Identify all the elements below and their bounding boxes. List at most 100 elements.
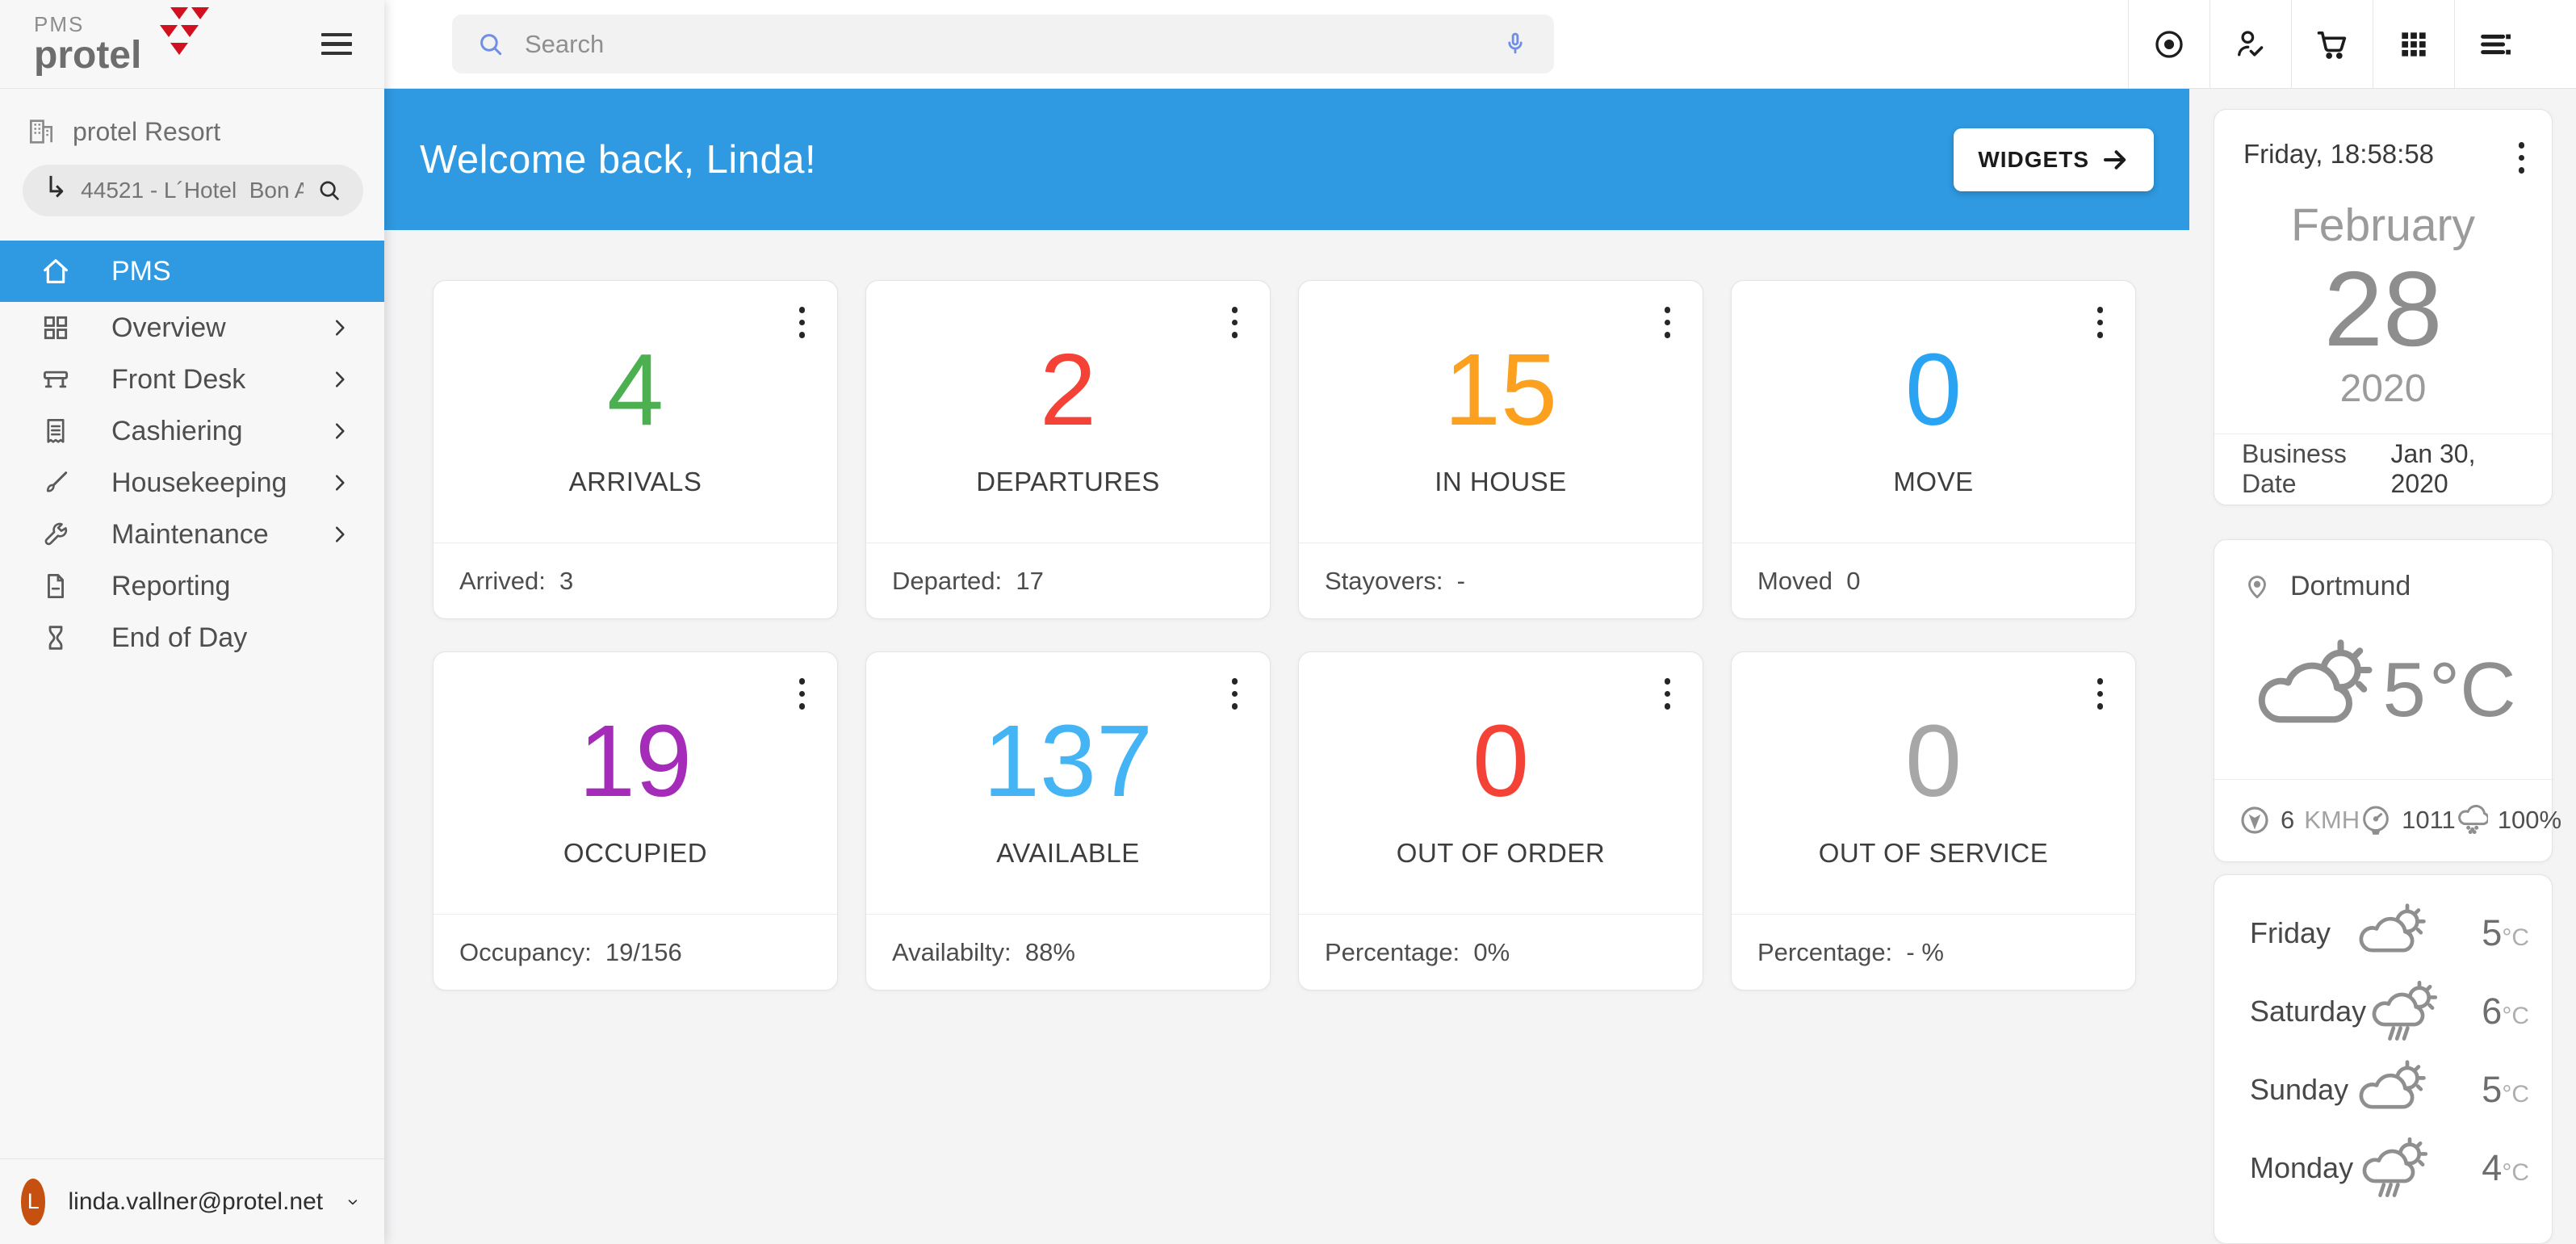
sidebar-item-overview[interactable]: Overview [0, 302, 384, 354]
dashboard-column: Welcome back, Linda! WIDGETS 4 ARRIVALS … [384, 89, 2189, 1244]
partly-cloudy-icon [2350, 1059, 2434, 1120]
humidity-value: 100% [2497, 806, 2562, 835]
weather-unit: °C [2428, 647, 2516, 734]
microphone-icon[interactable] [1501, 30, 1530, 59]
user-account-menu[interactable]: L linda.vallner@protel.net [0, 1158, 384, 1244]
forecast-day: Friday [2250, 916, 2331, 950]
apps-grid-icon[interactable] [2373, 0, 2454, 88]
hamburger-menu-icon[interactable] [321, 27, 352, 61]
home-icon [39, 255, 73, 287]
protel-triangles-icon [160, 6, 210, 55]
kebab-menu-icon[interactable] [2515, 139, 2528, 177]
barometer-icon [2363, 806, 2389, 836]
rain-cloud-icon [2457, 805, 2488, 835]
sidebar-item-reporting[interactable]: Reporting [0, 560, 384, 612]
widget-grid: 4 ARRIVALS Arrived: 3 2 DEPARTURES Depar… [433, 280, 2136, 991]
wind-stat: 6 KMH [2239, 804, 2360, 836]
cart-icon[interactable] [2292, 0, 2373, 88]
pressure-stat: 1011 [2360, 804, 2456, 836]
date-card-header: Friday, 18:58:58 [2214, 110, 2552, 177]
move-label: MOVE [1893, 467, 1974, 496]
in-house-footer: Stayovers: - [1299, 542, 1703, 618]
sidebar-header: PMS protel [0, 0, 384, 89]
content-row: Welcome back, Linda! WIDGETS 4 ARRIVALS … [384, 89, 2576, 1244]
arrow-right-icon [2104, 149, 2126, 170]
kebab-menu-icon[interactable] [1229, 675, 1242, 713]
location-pin-icon [2248, 576, 2266, 599]
occupied-card: 19 OCCUPIED Occupancy: 19/156 [433, 651, 838, 991]
out-of-order-label: OUT OF ORDER [1396, 838, 1606, 868]
kebab-menu-icon[interactable] [1661, 304, 1674, 341]
forecast-day: Monday [2250, 1151, 2354, 1185]
available-card: 137 AVAILABLE Availabilty: 88% [865, 651, 1271, 991]
record-icon[interactable] [2129, 0, 2209, 88]
weather-stats: 6 KMH 1011 100% [2214, 778, 2561, 861]
welcome-banner: Welcome back, Linda! WIDGETS [384, 89, 2189, 230]
sidebar-item-label: Maintenance [111, 518, 269, 550]
forecast-day: Saturday [2250, 995, 2367, 1028]
weather-card: Dortmund 5 °C 6 KMH [2214, 538, 2561, 862]
kebab-menu-icon[interactable] [2094, 304, 2107, 341]
available-label: AVAILABLE [996, 838, 1140, 868]
forecast-temp: 4°C [2482, 1147, 2529, 1189]
subdirectory-arrow-icon: ↳ [44, 170, 69, 203]
widgets-button[interactable]: WIDGETS [1954, 128, 2154, 191]
property-group: protel Resort [26, 116, 384, 147]
sidebar-item-maintenance[interactable]: Maintenance [0, 509, 384, 560]
forecast-row: Sunday 5°C [2250, 1051, 2529, 1129]
sidebar-item-housekeeping[interactable]: Housekeeping [0, 457, 384, 509]
sidebar-item-end-of-day[interactable]: End of Day [0, 612, 384, 664]
kebab-menu-icon[interactable] [796, 675, 809, 713]
hotel-selector[interactable]: ↳ 44521 - L´Hotel Bon AIR | Demo [23, 165, 363, 216]
forecast-row: Friday 5°C [2250, 894, 2529, 973]
wrench-icon [39, 519, 73, 550]
sidebar-item-front-desk[interactable]: Front Desk [0, 354, 384, 405]
front-desk-icon [39, 364, 73, 395]
welcome-heading: Welcome back, Linda! [420, 137, 817, 182]
pressure-value: 1011 [2402, 806, 2456, 835]
sidebar-item-label: Housekeeping [111, 467, 287, 498]
search-input[interactable] [525, 29, 1481, 59]
day-time-text: Friday, 18:58:58 [2243, 139, 2435, 169]
dashboard-grid-icon [39, 312, 73, 343]
card-body: 19 OCCUPIED [434, 652, 837, 914]
kebab-menu-icon[interactable] [1661, 675, 1674, 713]
brush-icon [39, 467, 73, 498]
weather-current: 5 °C [2214, 602, 2552, 779]
global-search[interactable] [452, 15, 1554, 73]
sidebar-item-label: Front Desk [111, 363, 246, 395]
forecast-card: Friday 5°C Saturday 6°C Sunday 5°C [2214, 873, 2553, 1244]
move-value: 0 [1904, 333, 1962, 446]
widgets-button-label: WIDGETS [1978, 146, 2089, 172]
rain-showers-icon [2353, 1137, 2436, 1199]
chevron-right-icon [335, 371, 345, 387]
business-date-label: Business Date [2242, 439, 2347, 499]
user-check-icon[interactable] [2210, 0, 2291, 88]
forecast-temp: 5°C [2482, 912, 2529, 954]
out-of-order-card: 0 OUT OF ORDER Percentage: 0% [1298, 651, 1703, 991]
in-house-label: IN HOUSE [1435, 467, 1567, 496]
list-menu-icon[interactable] [2455, 0, 2536, 88]
occupied-footer: Occupancy: 19/156 [434, 914, 837, 990]
in-house-card: 15 IN HOUSE Stayovers: - [1298, 280, 1703, 619]
search-icon [480, 33, 502, 55]
wind-unit: KMH [2304, 806, 2360, 835]
search-icon[interactable] [316, 178, 342, 203]
sidebar-item-cashiering[interactable]: Cashiering [0, 405, 384, 457]
card-body: 0 OUT OF ORDER [1299, 652, 1703, 914]
protel-logo: PMS protel [34, 6, 211, 75]
sidebar-item-label: PMS [111, 255, 171, 287]
building-icon [29, 119, 53, 144]
forecast-temp: 6°C [2482, 991, 2529, 1032]
kebab-menu-icon[interactable] [796, 304, 809, 341]
kebab-menu-icon[interactable] [1229, 304, 1242, 341]
sidebar-item-pms[interactable]: PMS [0, 241, 384, 302]
topbar [384, 0, 2576, 89]
kebab-menu-icon[interactable] [2094, 675, 2107, 713]
forecast-day: Sunday [2250, 1073, 2349, 1107]
available-footer: Availabilty: 88% [866, 914, 1270, 990]
chevron-down-icon [348, 1199, 358, 1204]
card-body: 15 IN HOUSE [1299, 281, 1703, 542]
sidebar-item-label: End of Day [111, 622, 248, 653]
card-body: 4 ARRIVALS [434, 281, 837, 542]
